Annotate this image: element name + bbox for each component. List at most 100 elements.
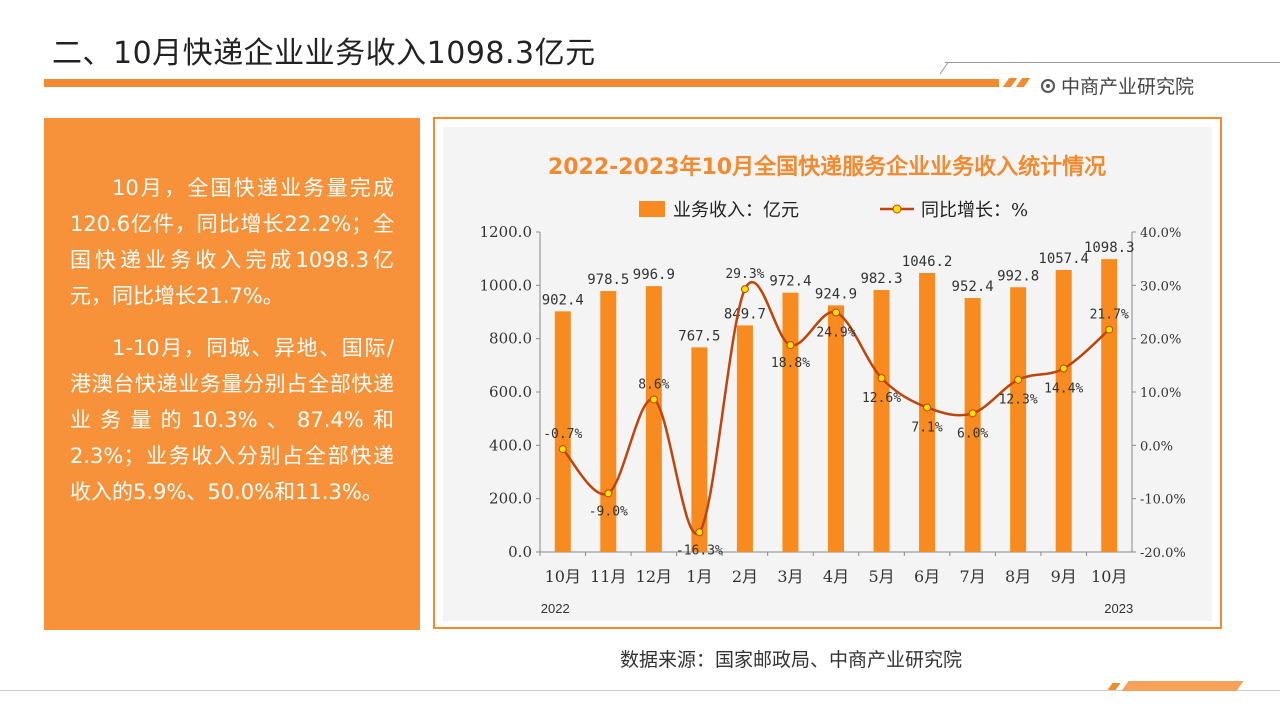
growth-marker: [649, 395, 658, 404]
growth-label: 12.6%: [862, 391, 901, 406]
revenue-bar: [691, 347, 708, 552]
x-axis-tick-label: 10月: [1091, 567, 1127, 586]
revenue-bar: [1010, 287, 1027, 552]
summary-paragraph-1: 10月，全国快递业务量完成120.6亿件，同比增长22.2%；全国快递业务收入完…: [70, 176, 394, 308]
growth-marker: [695, 528, 704, 537]
revenue-bar-label: 849.7: [724, 306, 766, 322]
x-axis-tick-label: 8月: [1005, 567, 1031, 586]
revenue-bar-label: 996.9: [633, 267, 675, 283]
x-axis-tick-label: 7月: [960, 567, 986, 586]
title-underline-bar: [44, 79, 999, 87]
left-axis-tick-label: 1000.0: [480, 276, 533, 294]
year-label-end: 2023: [1104, 601, 1133, 616]
revenue-bar-label: 902.4: [542, 292, 584, 308]
growth-label: 29.3%: [725, 267, 764, 282]
x-axis-tick-label: 2月: [732, 567, 758, 586]
revenue-bar-label: 978.5: [587, 272, 629, 288]
right-axis-tick-label: -10.0%: [1140, 493, 1186, 508]
legend-line-label: 同比增长：%: [921, 200, 1028, 221]
growth-marker: [877, 374, 886, 383]
revenue-bar-label: 1098.3: [1084, 240, 1135, 256]
footer-rule: [0, 690, 1280, 691]
header-rule-diagonal: [939, 62, 949, 75]
revenue-bar: [964, 298, 981, 552]
x-axis-tick-label: 4月: [823, 567, 849, 586]
right-axis-tick-label: -20.0%: [1140, 546, 1186, 561]
brand-circle-icon: [1041, 78, 1055, 93]
brand-name: 中商产业研究院: [1061, 76, 1195, 98]
revenue-bar-label: 982.3: [860, 271, 902, 287]
x-axis-tick-label: 10月: [545, 567, 581, 586]
revenue-bar-label: 972.4: [769, 274, 811, 290]
revenue-bar-label: 952.4: [952, 279, 994, 295]
x-axis-tick-label: 6月: [914, 567, 940, 586]
data-source-note: 数据来源：国家邮政局、中商产业研究院: [620, 649, 963, 671]
left-axis-tick-label: 200.0: [489, 490, 532, 508]
growth-marker: [832, 308, 840, 317]
growth-label: 24.9%: [816, 326, 855, 341]
left-axis-tick-label: 400.0: [489, 436, 532, 454]
growth-marker: [968, 409, 977, 418]
left-axis-tick-label: 600.0: [489, 383, 532, 401]
right-axis-tick-label: 0.0%: [1140, 439, 1173, 454]
revenue-bar: [645, 286, 662, 552]
x-axis-tick-label: 9月: [1051, 567, 1077, 586]
growth-marker: [923, 403, 932, 412]
right-axis-tick-label: 30.0%: [1140, 279, 1181, 294]
left-axis-tick-label: 800.0: [489, 330, 532, 348]
growth-marker: [740, 285, 749, 294]
revenue-bar: [736, 325, 753, 552]
brand-logo: 中商产业研究院: [1041, 72, 1194, 99]
growth-label: 21.7%: [1090, 308, 1129, 323]
slide-title: 二、10月快递企业业务收入1098.3亿元: [52, 36, 596, 71]
growth-marker: [1014, 375, 1023, 384]
revenue-bar-label: 1057.4: [1038, 251, 1089, 267]
x-axis-tick-label: 5月: [868, 567, 894, 586]
right-axis-tick-label: 10.0%: [1140, 386, 1181, 401]
growth-label: 8.6%: [638, 377, 669, 392]
title-slash-decoration: [1015, 78, 1031, 87]
growth-label: 18.8%: [771, 356, 810, 371]
growth-label: 6.0%: [957, 426, 988, 441]
revenue-bar-label: 992.8: [997, 268, 1039, 284]
x-axis-tick-label: 12月: [636, 567, 672, 586]
growth-marker: [558, 445, 567, 454]
growth-label: 7.1%: [911, 420, 942, 435]
growth-marker: [1059, 364, 1068, 373]
chart-area: 2022-2023年10月全国快递服务企业业务收入统计情况业务收入：亿元 同比增长…: [443, 127, 1212, 621]
growth-label: 14.4%: [1044, 382, 1083, 397]
growth-label: -0.7%: [543, 427, 582, 442]
chart-frame: 2022-2023年10月全国快递服务企业业务收入统计情况业务收入：亿元 同比增长…: [433, 117, 1222, 629]
revenue-bar: [1101, 259, 1118, 552]
growth-label: -16.3%: [676, 543, 723, 558]
right-axis-tick-label: 40.0%: [1140, 226, 1181, 241]
revenue-bar-label: 767.5: [678, 328, 720, 344]
footer-bar-decoration: [1121, 681, 1244, 691]
revenue-bar-label: 924.9: [815, 286, 857, 302]
revenue-bar: [828, 305, 844, 552]
revenue-bar: [1055, 270, 1072, 552]
growth-marker: [786, 341, 795, 350]
x-axis-tick-label: 11月: [590, 567, 626, 586]
growth-label: -9.0%: [589, 504, 628, 519]
year-label-start: 2022: [541, 601, 570, 616]
right-axis-tick-label: 20.0%: [1140, 333, 1181, 348]
revenue-bar: [873, 290, 890, 552]
left-axis-tick-label: 0.0: [508, 543, 532, 561]
header-rule: [945, 62, 1280, 63]
revenue-bar: [600, 291, 617, 552]
legend-bar-label: 业务收入：亿元: [673, 200, 799, 221]
chart-title: 2022-2023年10月全国快递服务企业业务收入统计情况: [548, 154, 1106, 180]
footer-stripe-decoration: [1107, 683, 1121, 690]
summary-panel: 10月，全国快递业务量完成120.6亿件，同比增长22.2%；全国快递业务收入完…: [44, 118, 420, 630]
revenue-bar: [919, 273, 936, 552]
growth-label: 12.3%: [999, 393, 1038, 408]
revenue-bar: [782, 292, 799, 552]
growth-marker: [604, 489, 613, 498]
legend-line-marker: [892, 204, 902, 214]
x-axis-tick-label: 1月: [686, 567, 712, 586]
title-slash-decoration: [1002, 78, 1018, 87]
x-axis-tick-label: 3月: [777, 567, 803, 586]
revenue-bar-label: 1046.2: [902, 254, 953, 270]
